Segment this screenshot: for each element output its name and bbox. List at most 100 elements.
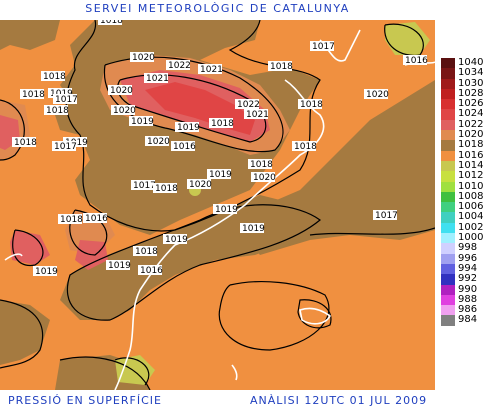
- isobar-label: 1018: [100, 20, 123, 26]
- legend-label: 992: [458, 273, 478, 285]
- isobar-label-bg: [207, 169, 231, 179]
- pressure-zone-1014: [115, 22, 430, 385]
- legend-swatch: [441, 99, 455, 110]
- isobar-label-bg: [144, 73, 168, 83]
- legend-swatch: [441, 315, 455, 326]
- legend-label: 1034: [458, 67, 484, 79]
- legend-swatch: [441, 253, 455, 264]
- isobar-label-bg: [187, 179, 211, 189]
- isobar-label: 1019: [177, 123, 200, 133]
- isobar-label: 1019: [209, 170, 232, 180]
- isobar-label-bg: [20, 89, 44, 99]
- isobar-label: 1016: [85, 214, 108, 224]
- legend-label: 1016: [458, 149, 484, 161]
- isobar-label-bg: [83, 213, 107, 223]
- isobar-label: 1018: [43, 72, 66, 82]
- isobar-label-bg: [292, 141, 316, 151]
- legend-label: 990: [458, 283, 478, 295]
- legend-label: 1022: [458, 118, 484, 130]
- isobar-label: 1018: [211, 119, 234, 129]
- legend-swatch: [441, 160, 455, 172]
- isobar-label: 1017: [312, 42, 335, 52]
- legend-swatch: [441, 140, 455, 151]
- isobar-label: 1019: [242, 224, 265, 234]
- legend-swatch: [441, 181, 455, 192]
- isobar-label-bg: [145, 136, 169, 146]
- isobar-label: 1020: [189, 180, 212, 190]
- legend-swatch: [441, 171, 455, 182]
- legend-swatch: [441, 294, 455, 306]
- legend-row: 984: [441, 314, 488, 326]
- legend-row: 998: [441, 242, 488, 254]
- isobar-label-bg: [268, 61, 292, 71]
- isobar-label-bg: [240, 223, 264, 233]
- legend-label: 988: [458, 293, 478, 305]
- isobar-label: 1019: [65, 138, 88, 148]
- legend-swatch: [441, 119, 455, 131]
- isobar-label-bg: [44, 105, 68, 115]
- isobar-label: 1018: [22, 90, 45, 100]
- legend-row: 996: [441, 253, 488, 264]
- isobar-label-bg: [53, 94, 77, 104]
- isobar-label: 1019: [108, 261, 131, 271]
- isobar-label-bg: [12, 137, 36, 147]
- isobar-label-bg: [235, 99, 259, 109]
- legend-label: 998: [458, 242, 478, 254]
- isobar-label-bg: [111, 105, 135, 115]
- isobar-label-bg: [131, 180, 155, 190]
- legend-label: 994: [458, 262, 478, 274]
- isobar-label: 1020: [113, 106, 136, 116]
- isobar-label: 1018: [135, 247, 158, 257]
- isobar-label: 1018: [294, 142, 317, 152]
- isobar-label-bg: [209, 118, 233, 128]
- legend-row: 1018: [441, 139, 488, 151]
- analysis-time: ANÀLISI 12UTC 01 JUL 2009: [250, 394, 428, 407]
- isobar-label-bg: [248, 159, 272, 169]
- isobar-labels: 1018102010221021101810171016101810191018…: [12, 20, 428, 277]
- legend-swatch: [441, 202, 455, 213]
- isobar-label: 1017: [375, 211, 398, 221]
- legend-swatch: [441, 243, 455, 254]
- legend-swatch: [441, 284, 455, 295]
- legend-swatch: [441, 263, 455, 275]
- isobar-label-bg: [58, 214, 82, 224]
- isobar-label: 1020: [253, 173, 276, 183]
- legend-label: 1000: [458, 232, 484, 244]
- legend-row: 1024: [441, 108, 488, 120]
- isobar-label: 1019: [215, 205, 238, 215]
- isobar-label: 1016: [140, 266, 163, 276]
- isobar-label-bg: [175, 122, 199, 132]
- isobar-label: 1020: [366, 90, 389, 100]
- isobar-label: 1018: [46, 106, 69, 116]
- legend-swatch: [441, 68, 455, 79]
- legend-swatch: [441, 212, 455, 223]
- isobar-label-bg: [166, 60, 190, 70]
- legend-swatch: [441, 88, 455, 100]
- isobar-label-bg: [133, 246, 157, 256]
- legend-label: 1020: [458, 129, 484, 141]
- legend-row: 990: [441, 283, 488, 295]
- isobar-label: 1020: [110, 86, 133, 96]
- legend-row: 1040: [441, 57, 488, 69]
- legend-label: 986: [458, 304, 478, 316]
- isobar-label: 1019: [131, 117, 154, 127]
- isobar-label: 1017: [133, 181, 156, 191]
- legend-swatch: [441, 150, 455, 161]
- legend-swatch: [441, 58, 455, 69]
- isobar-label: 1018: [60, 215, 83, 225]
- pressure-legend: 1040 1034 1030 1028 1026 1024 1022 1020 1018 1016…: [441, 57, 488, 326]
- isobar-label: 1017: [54, 142, 77, 152]
- isobar-label-bg: [310, 41, 334, 51]
- legend-row: 1002: [441, 221, 488, 234]
- isobar-label-bg: [138, 265, 162, 275]
- pressure-map: 1018102010221021101810171016101810191018…: [0, 20, 435, 390]
- isobar-label: 1020: [147, 137, 170, 147]
- legend-row: 1010: [441, 181, 488, 192]
- isobar-label-bg: [251, 172, 275, 182]
- isobar-label-bg: [48, 88, 72, 98]
- isobar-label: 1018: [250, 160, 273, 170]
- isobar-label-bg: [198, 64, 222, 74]
- legend-label: 1002: [458, 221, 484, 233]
- legend-row: 1006: [441, 201, 488, 213]
- legend-label: 1026: [458, 98, 484, 110]
